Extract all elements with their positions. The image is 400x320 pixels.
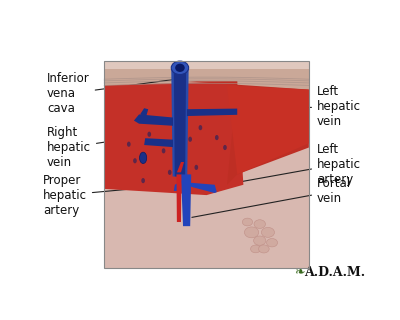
Polygon shape (104, 143, 309, 268)
Ellipse shape (198, 125, 202, 130)
Text: Left
hepatic
artery: Left hepatic artery (209, 143, 361, 188)
Polygon shape (177, 162, 184, 172)
Ellipse shape (127, 142, 131, 147)
Ellipse shape (242, 218, 252, 226)
Polygon shape (104, 60, 309, 90)
Polygon shape (104, 81, 243, 195)
Polygon shape (174, 180, 182, 191)
Text: ❧: ❧ (294, 266, 304, 279)
Polygon shape (104, 60, 309, 268)
Ellipse shape (188, 137, 192, 142)
Ellipse shape (215, 135, 219, 140)
Polygon shape (176, 174, 181, 222)
Ellipse shape (133, 158, 137, 163)
Ellipse shape (254, 236, 266, 245)
Polygon shape (174, 71, 186, 177)
Ellipse shape (250, 245, 261, 253)
Text: Left
hepatic
vein: Left hepatic vein (228, 84, 361, 128)
Ellipse shape (141, 178, 145, 183)
Polygon shape (187, 108, 237, 116)
Text: Inferior
vena
cava: Inferior vena cava (47, 72, 173, 115)
Ellipse shape (194, 165, 198, 170)
Text: A.D.A.M.: A.D.A.M. (304, 266, 365, 279)
Ellipse shape (175, 64, 185, 72)
Ellipse shape (140, 152, 147, 164)
Ellipse shape (168, 170, 172, 175)
Polygon shape (186, 81, 309, 185)
Polygon shape (190, 183, 217, 193)
Ellipse shape (223, 145, 227, 150)
Text: Proper
hepatic
artery: Proper hepatic artery (43, 174, 174, 217)
Ellipse shape (258, 245, 269, 253)
Text: Right
hepatic
vein: Right hepatic vein (47, 126, 148, 169)
Polygon shape (104, 60, 309, 69)
Ellipse shape (162, 148, 166, 153)
Ellipse shape (266, 238, 278, 247)
Ellipse shape (261, 228, 274, 237)
Ellipse shape (171, 61, 189, 75)
Polygon shape (181, 174, 191, 226)
Text: Portal
vein: Portal vein (192, 177, 351, 217)
Polygon shape (134, 114, 173, 126)
Ellipse shape (254, 220, 266, 228)
Polygon shape (144, 138, 173, 147)
Polygon shape (171, 69, 189, 177)
Polygon shape (140, 108, 148, 116)
Ellipse shape (244, 227, 259, 238)
Ellipse shape (148, 132, 151, 137)
Polygon shape (227, 85, 309, 174)
